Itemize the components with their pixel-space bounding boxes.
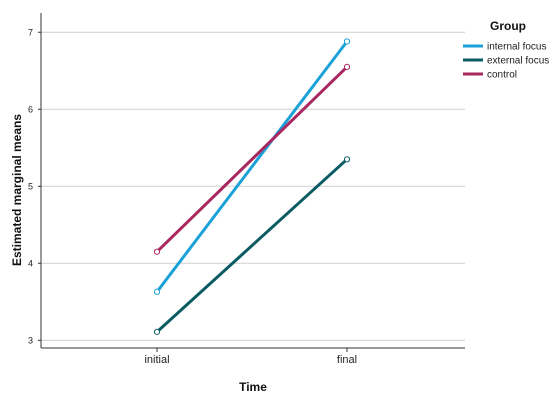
- point-internal-focus-initial: [153, 288, 161, 295]
- axes: [40, 13, 465, 349]
- point-external-focus-final: [343, 156, 351, 163]
- y-tick-label-5: 5: [28, 181, 33, 191]
- point-external-focus-initial: [153, 328, 161, 335]
- legend-label-internal-focus: internal focus: [487, 42, 546, 53]
- series-lines: [153, 38, 351, 335]
- x-tick-label-final: final: [337, 354, 357, 366]
- y-ticks: 3 4 5 6 7: [28, 27, 41, 345]
- y-axis-title: Estimated marginal means: [10, 114, 24, 266]
- series-line-external-focus: [155, 157, 349, 334]
- legend-label-control: control: [487, 70, 517, 81]
- legend: Group internal focus external focus contro…: [463, 19, 549, 81]
- y-tick-label-7: 7: [28, 27, 33, 37]
- point-internal-focus-final: [343, 38, 351, 45]
- series-line-control: [155, 65, 349, 254]
- legend-label-external-focus: external focus: [487, 56, 549, 67]
- gridlines: [41, 31, 465, 341]
- series-line-internal-focus: [155, 39, 349, 294]
- legend-title: Group: [490, 19, 526, 33]
- x-axis-title: Time: [239, 380, 267, 394]
- y-tick-label-4: 4: [28, 258, 33, 268]
- x-tick-label-initial: initial: [144, 354, 169, 366]
- point-control-initial: [153, 248, 161, 255]
- point-control-final: [343, 63, 351, 71]
- x-ticks: initial final: [144, 348, 357, 366]
- y-tick-label-3: 3: [28, 335, 33, 345]
- y-tick-label-6: 6: [28, 104, 33, 114]
